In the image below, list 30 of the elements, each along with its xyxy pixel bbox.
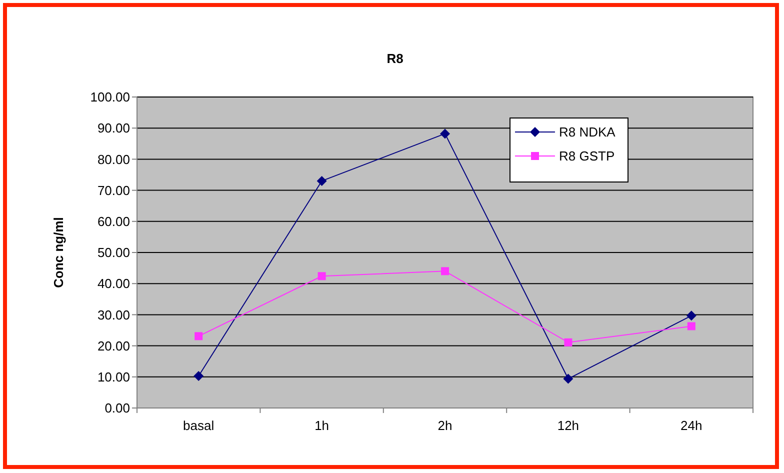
y-tick-label: 90.00 — [97, 120, 130, 136]
x-tick-label: 12h — [557, 418, 580, 433]
y-tick-label: 50.00 — [97, 245, 130, 260]
point — [441, 267, 449, 276]
legend-label: R8 GSTP — [559, 148, 615, 164]
y-tick-label: 10.00 — [97, 369, 130, 384]
y-axis-title: Conc ng/ml — [51, 217, 66, 288]
point — [194, 332, 203, 340]
x-tick-label: 2h — [438, 418, 452, 433]
y-tick-label: 30.00 — [97, 307, 130, 322]
y-tick-label: 0.00 — [104, 400, 130, 416]
y-tick-label: 100.00 — [90, 90, 130, 105]
legend-label: R8 NDKA — [559, 124, 616, 140]
y-tick-label: 60.00 — [97, 214, 130, 229]
x-tick-label: 1h — [314, 418, 330, 433]
y-tick-label: 70.00 — [97, 182, 130, 198]
chart-title: R8 — [386, 51, 404, 66]
y-tick-label: 80.00 — [97, 152, 130, 167]
point — [318, 272, 326, 280]
x-tick-label: 24h — [680, 418, 702, 433]
point — [687, 322, 696, 330]
point — [316, 176, 327, 186]
point — [564, 338, 572, 346]
point — [686, 310, 696, 321]
point — [440, 128, 450, 139]
y-tick-label: 40.00 — [97, 276, 130, 292]
y-tick-label: 20.00 — [97, 338, 130, 354]
point — [563, 374, 574, 384]
x-tick-label: basal — [183, 418, 214, 433]
point — [194, 370, 204, 381]
